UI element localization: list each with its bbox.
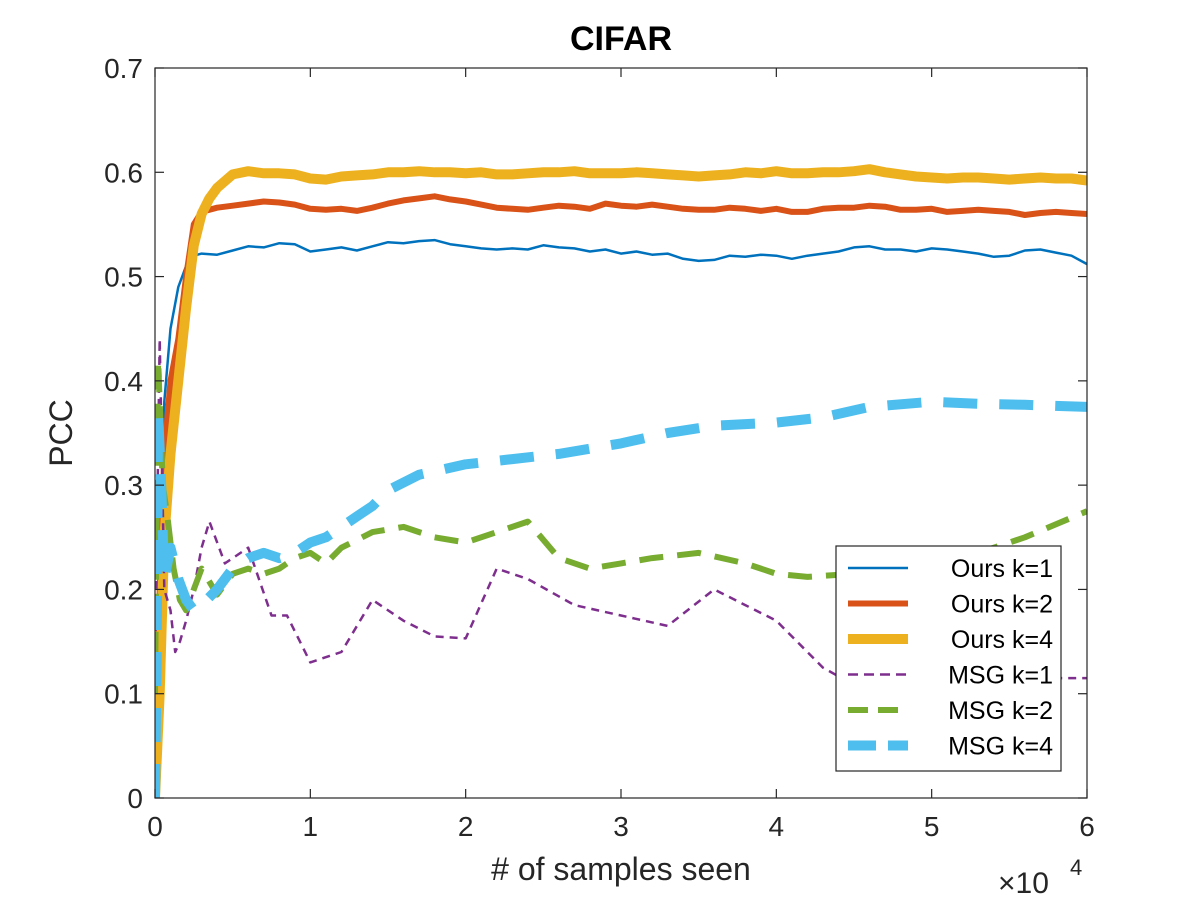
- legend-label: Ours k=1: [951, 555, 1053, 583]
- x-multiplier-base: ×10: [998, 867, 1049, 900]
- y-tick-label: 0.3: [104, 470, 143, 501]
- x-axis-label: # of samples seen: [491, 851, 751, 887]
- legend: Ours k=1 Ours k=2 Ours k=4 MSG k=1 MSG k=2 MS…: [835, 545, 1062, 772]
- y-axis-label: PCC: [43, 399, 79, 467]
- x-tick-label: 2: [458, 811, 474, 842]
- legend-label: Ours k=4: [951, 626, 1053, 654]
- legend-label: MSG k=2: [948, 697, 1053, 725]
- legend-label: MSG k=1: [948, 662, 1053, 690]
- x-tick-label: 6: [1079, 811, 1095, 842]
- series-line-msg-k-4: [155, 396, 1087, 798]
- series-line-msg-k-1: [155, 337, 1087, 701]
- y-tick-label: 0.1: [104, 679, 143, 710]
- x-multiplier: ×10 4: [998, 855, 1082, 900]
- y-tick-label: 0.5: [104, 262, 143, 293]
- legend-box: [835, 545, 1062, 772]
- x-tick-label: 0: [147, 811, 163, 842]
- chart-title: CIFAR: [570, 20, 672, 58]
- y-tick-label: 0.6: [104, 157, 143, 188]
- series-line-ours-k-1: [155, 238, 1087, 798]
- y-tick-label: 0.2: [104, 574, 143, 605]
- x-multiplier-exponent: 4: [1070, 855, 1082, 880]
- legend-label: Ours k=2: [951, 591, 1053, 619]
- series-line-ours-k-4: [155, 164, 1087, 798]
- y-tick-label: 0: [127, 783, 143, 814]
- x-tick-label: 4: [769, 811, 785, 842]
- y-tick-label: 0.7: [104, 53, 143, 84]
- x-tick-label: 1: [303, 811, 319, 842]
- y-tick-label: 0.4: [104, 366, 143, 397]
- x-tick-label: 3: [613, 811, 629, 842]
- legend-label: MSG k=4: [948, 733, 1053, 761]
- x-tick-label: 5: [924, 811, 940, 842]
- series-line-ours-k-2: [155, 193, 1087, 798]
